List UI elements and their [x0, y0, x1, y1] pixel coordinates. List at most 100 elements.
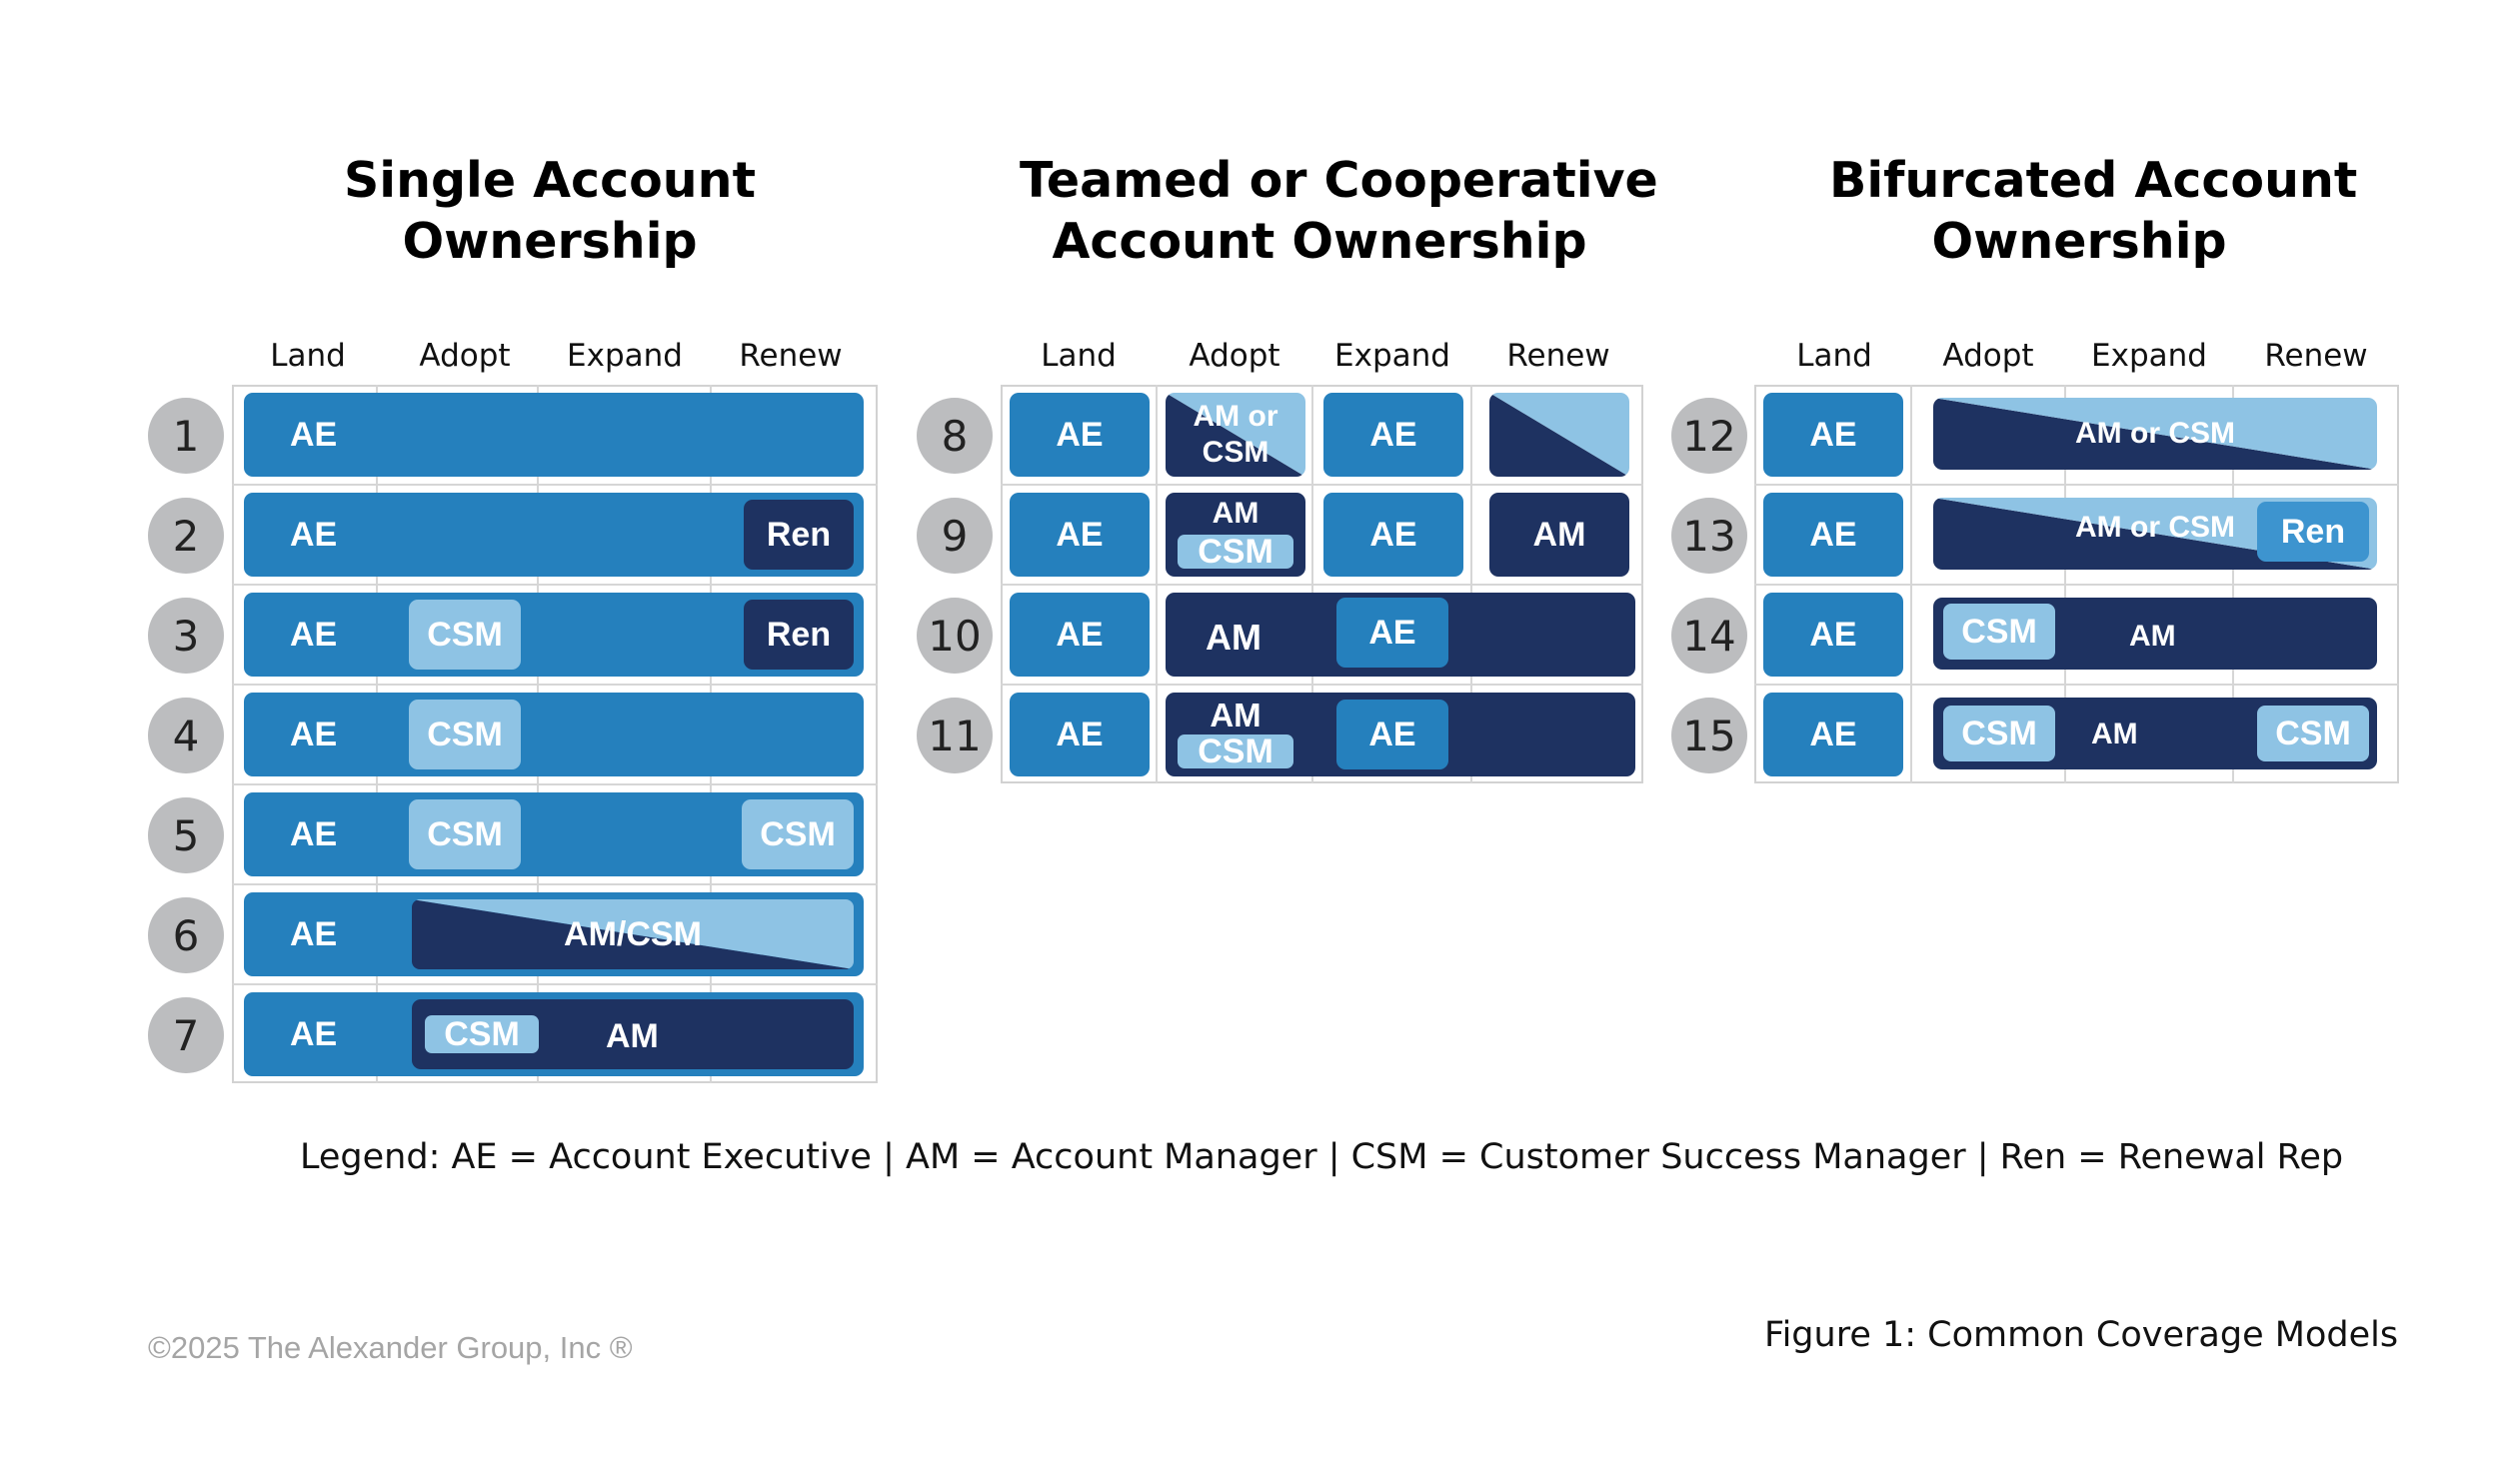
ae-box: AE	[1010, 693, 1150, 776]
row-number: 8	[917, 398, 993, 474]
copyright: ©2025 The Alexander Group, Inc ®	[148, 1330, 633, 1365]
ae-label: AE	[1809, 615, 1857, 654]
am-label: AM	[1210, 697, 1261, 733]
ae-label: AE	[1809, 715, 1857, 753]
ae-label: AE	[290, 716, 338, 753]
ren-label: Ren	[2280, 512, 2346, 551]
ae-label: AE	[290, 516, 338, 554]
legend: Legend: AE = Account Executive | AM = Ac…	[300, 1137, 2344, 1177]
row-number: 5	[148, 797, 224, 873]
csm-label: CSM	[427, 814, 503, 853]
csm-box: CSM	[409, 700, 521, 769]
am-box: AM	[1489, 493, 1629, 577]
panel-title-teamed-line2: Account Ownership	[1052, 213, 1587, 270]
csm-box: CSM	[1943, 706, 2055, 761]
panel-title-bifurcated-line1: Bifurcated Account	[1829, 152, 2358, 209]
am-label: AM	[1206, 617, 1261, 658]
ae-box: AE	[1763, 493, 1903, 577]
ae-box: AE	[1010, 493, 1150, 577]
col-header-expand: Expand	[1334, 338, 1450, 374]
panel-title-single-line2: Ownership	[402, 213, 698, 270]
am-box: AM CSM	[1166, 493, 1305, 577]
am-or-csm-split-bar: AM or CSM	[1933, 398, 2377, 470]
am-or-csm-label: AM or CSM	[1166, 393, 1305, 477]
ae-label: AE	[290, 1015, 338, 1053]
ae-label: AE	[1056, 615, 1104, 654]
grid-divider	[232, 983, 878, 985]
grid-divider	[232, 883, 878, 885]
ae-label: AE	[290, 416, 338, 454]
grid-divider	[1001, 684, 1643, 686]
row-number: 2	[148, 498, 224, 574]
ae-box: AE	[1010, 593, 1150, 677]
row-number: 9	[917, 498, 993, 574]
ae-label: AE	[1809, 415, 1857, 454]
ae-box: AE	[1763, 593, 1903, 677]
grid-divider	[232, 584, 878, 586]
row-number: 4	[148, 698, 224, 773]
csm-label: CSM	[2275, 714, 2351, 752]
csm-label: CSM	[444, 1015, 520, 1053]
csm-box: CSM	[1178, 734, 1293, 768]
split-box	[1489, 393, 1629, 477]
panel-title-single-line1: Single Account	[343, 152, 756, 209]
csm-label: CSM	[427, 615, 503, 654]
am-csm-label: AM/CSM	[564, 914, 702, 953]
csm-box: CSM	[1943, 604, 2055, 660]
am-label: AM	[1212, 497, 1260, 530]
ae-label: AE	[1056, 415, 1104, 454]
ae-box: AE	[1336, 700, 1448, 769]
row-number: 7	[148, 997, 224, 1073]
am-or-csm-split-box: AM or CSM	[1166, 393, 1305, 477]
csm-label: CSM	[427, 715, 503, 753]
csm-label: CSM	[1198, 734, 1273, 768]
panel-title-teamed: Teamed or Cooperative Account Ownership	[1020, 150, 1658, 272]
col-header-adopt: Adopt	[1189, 338, 1280, 374]
ae-label: AE	[1369, 415, 1417, 454]
ae-label: AE	[290, 616, 338, 654]
ae-label: AE	[1809, 515, 1857, 554]
csm-label: CSM	[760, 814, 836, 853]
panel-title-teamed-line1: Teamed or Cooperative	[1020, 152, 1658, 209]
grid-divider	[1754, 484, 2399, 486]
grid-divider	[1001, 484, 1643, 486]
ae-label: AE	[1056, 715, 1104, 753]
row-number: 1	[148, 398, 224, 474]
ae-box: AE	[1763, 393, 1903, 477]
grid-single	[232, 385, 878, 1083]
csm-box: CSM	[425, 1015, 539, 1053]
grid-divider	[232, 684, 878, 686]
ae-label: AE	[1056, 515, 1104, 554]
col-header-adopt: Adopt	[1942, 338, 2034, 374]
csm-box: CSM	[409, 600, 521, 670]
am-or-csm-split-bar: AM or CSM Ren	[1933, 498, 2377, 570]
panel-title-single: Single Account Ownership	[300, 150, 800, 272]
row-number: 13	[1671, 498, 1747, 574]
diagonal-split-graphic	[1166, 393, 1305, 477]
grid-divider	[1754, 684, 2399, 686]
panel-title-bifurcated-line2: Ownership	[1931, 213, 2227, 270]
col-header-expand: Expand	[2091, 338, 2207, 374]
am-or-csm-label: AM or CSM	[2075, 417, 2235, 450]
grid-divider	[1001, 584, 1643, 586]
csm-label: CSM	[1961, 612, 2037, 651]
csm-label: CSM	[1961, 714, 2037, 752]
row-number: 3	[148, 598, 224, 674]
ae-label: AE	[1369, 515, 1417, 554]
ae-bar: AE	[244, 393, 864, 477]
ae-label: AE	[290, 815, 338, 853]
col-header-expand: Expand	[567, 338, 683, 374]
row-number: 10	[917, 598, 993, 674]
am-bar: AM CSM	[1933, 598, 2377, 670]
diagonal-split-graphic	[412, 899, 854, 969]
ren-box: Ren	[2257, 502, 2369, 562]
csm-box: CSM	[409, 799, 521, 869]
ren-box: Ren	[744, 500, 854, 570]
grid-divider	[232, 783, 878, 785]
am-label: AM	[2129, 620, 2176, 653]
ae-box: AE	[1336, 598, 1448, 668]
ae-box: AE	[1763, 693, 1903, 776]
row-number: 12	[1671, 398, 1747, 474]
col-header-land: Land	[1796, 338, 1872, 374]
ae-box: AE	[1323, 393, 1463, 477]
